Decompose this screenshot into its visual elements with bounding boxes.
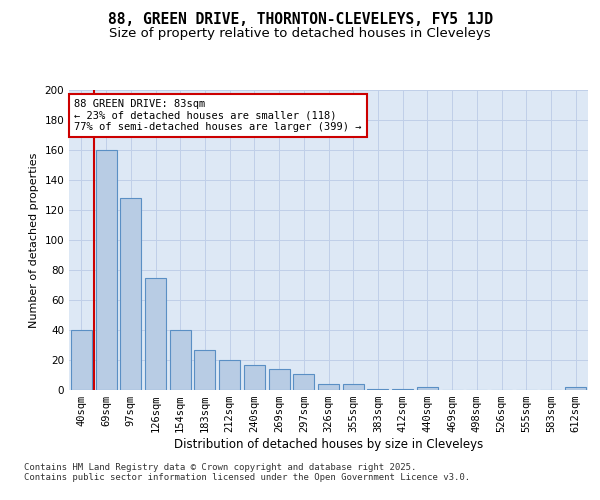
Bar [145,278,166,390]
Y-axis label: Number of detached properties: Number of detached properties [29,152,39,328]
Text: Contains HM Land Registry data © Crown copyright and database right 2025.
Contai: Contains HM Land Registry data © Crown c… [24,462,470,482]
Bar [219,360,240,390]
Bar [120,198,141,390]
Bar [95,150,116,390]
Bar [565,387,586,390]
Bar [417,387,438,390]
Bar [293,374,314,390]
Text: Size of property relative to detached houses in Cleveleys: Size of property relative to detached ho… [109,28,491,40]
Bar [170,330,191,390]
Bar [367,388,388,390]
Bar [244,364,265,390]
Bar [392,388,413,390]
Bar [318,384,339,390]
X-axis label: Distribution of detached houses by size in Cleveleys: Distribution of detached houses by size … [174,438,483,451]
Bar [343,384,364,390]
Bar [194,350,215,390]
Text: 88, GREEN DRIVE, THORNTON-CLEVELEYS, FY5 1JD: 88, GREEN DRIVE, THORNTON-CLEVELEYS, FY5… [107,12,493,28]
Text: 88 GREEN DRIVE: 83sqm
← 23% of detached houses are smaller (118)
77% of semi-det: 88 GREEN DRIVE: 83sqm ← 23% of detached … [74,99,362,132]
Bar [269,369,290,390]
Bar [71,330,92,390]
